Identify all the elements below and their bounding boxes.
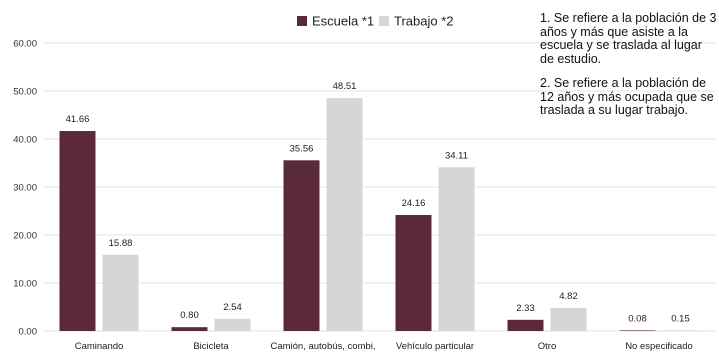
x-axis-categories: Caminando Bicicleta Camión, autobús, combi… — [75, 341, 693, 352]
escuela-data-label: 35.56 — [290, 143, 314, 154]
escuela-bar — [507, 319, 544, 331]
category-label: Camión, autobús, combi, — [270, 341, 375, 352]
y-tick-label: 60.00 — [13, 39, 37, 50]
category-label: Otro — [538, 341, 556, 352]
trabajo-bar — [438, 167, 475, 331]
y-tick-label: 20.00 — [13, 231, 37, 242]
escuela-data-label: 0.08 — [628, 313, 647, 324]
data-labels: 41.66 15.88 0.80 2.54 35.56 48.51 24.16 34.11 2.… — [66, 81, 690, 324]
trabajo-data-label: 4.82 — [559, 291, 578, 302]
bars — [59, 98, 699, 331]
escuela-bar — [619, 330, 656, 331]
legend-swatch — [297, 16, 307, 26]
escuela-bar — [283, 160, 320, 331]
legend-swatch — [379, 16, 389, 26]
escuela-data-label: 2.33 — [516, 303, 535, 314]
legend-label: Escuela *1 — [312, 14, 374, 29]
escuela-bar — [171, 327, 208, 331]
category-label: No especificado — [625, 341, 693, 352]
trabajo-data-label: 2.54 — [223, 302, 242, 313]
y-tick-label: 40.00 — [13, 135, 37, 146]
y-tick-label: 30.00 — [13, 183, 37, 194]
footnote-1: 1. Se refiere a la población de 3 años y… — [540, 11, 717, 66]
category-label: Bicicleta — [193, 341, 229, 352]
trabajo-bar — [662, 330, 699, 331]
y-axis-ticks: 0.00 10.00 20.00 30.00 40.00 50.00 60.00 — [13, 39, 37, 338]
escuela-data-label: 41.66 — [66, 114, 90, 125]
legend-label: Trabajo *2 — [394, 14, 454, 29]
category-label: Vehículo particular — [396, 341, 474, 352]
trabajo-data-label: 34.11 — [445, 150, 468, 161]
footnote-2: 2. Se refiere a la población de 12 años … — [540, 76, 714, 117]
gridlines — [43, 42, 715, 332]
escuela-data-label: 24.16 — [402, 198, 426, 209]
escuela-bar — [395, 215, 432, 331]
trabajo-bar — [214, 318, 251, 331]
escuela-bar — [59, 131, 96, 331]
y-tick-label: 0.00 — [19, 327, 38, 338]
trabajo-data-label: 48.51 — [333, 81, 357, 92]
footnotes: 1. Se refiere a la población de 3 años y… — [540, 11, 718, 129]
trabajo-bar — [550, 307, 587, 331]
y-tick-label: 50.00 — [13, 87, 37, 98]
trabajo-bar — [326, 98, 363, 331]
trabajo-bar — [102, 254, 139, 331]
trabajo-data-label: 15.88 — [109, 238, 133, 249]
trabajo-data-label: 0.15 — [671, 313, 690, 324]
legend: Escuela *1 Trabajo *2 — [297, 14, 454, 29]
category-label: Caminando — [75, 341, 124, 352]
escuela-data-label: 0.80 — [180, 310, 199, 321]
y-tick-label: 10.00 — [13, 279, 37, 290]
